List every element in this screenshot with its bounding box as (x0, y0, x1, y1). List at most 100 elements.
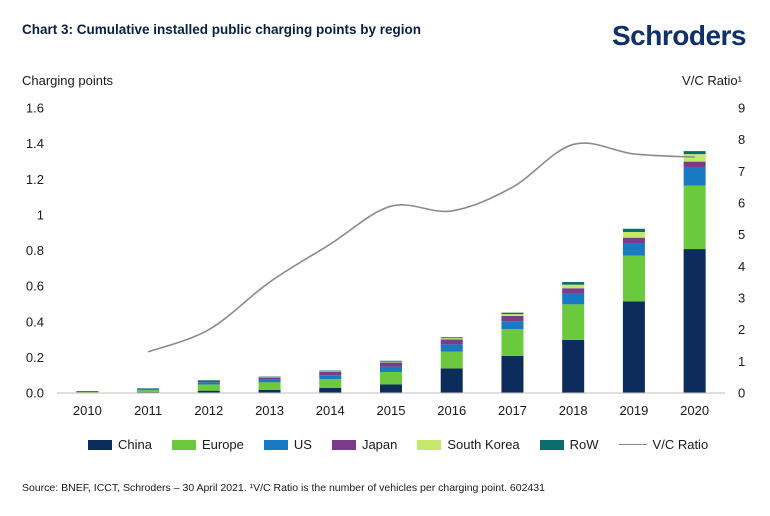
y2-tick-label: 6 (738, 196, 745, 211)
bar-segment-china (258, 389, 281, 393)
legend-swatch (539, 439, 564, 450)
bar-segment-row (319, 370, 342, 372)
bar-segment-europe (319, 379, 342, 389)
legend-label: RoW (569, 437, 599, 452)
legend-line-swatch (618, 444, 647, 445)
bar-segment-japan (622, 237, 645, 244)
bar-segment-europe (197, 384, 220, 391)
bar-segment-europe (501, 329, 524, 356)
y-axis-ticks: 0.0 0.2 0.4 0.6 0.8 1 1.2 1.4 1.6 (26, 101, 44, 401)
y-tick-label: 1.6 (26, 101, 44, 116)
bar-segment-row (501, 312, 524, 315)
bar-segment-china (440, 368, 463, 393)
bar-segment-south-korea (197, 380, 220, 381)
bar-segment-us (622, 243, 645, 256)
chart-legend: China Europe US Japan South Korea RoW V/C Rati… (88, 437, 728, 452)
bar-segment-europe (137, 390, 160, 393)
x-tick-label: 2011 (134, 403, 162, 418)
bar-segment-row (197, 379, 220, 381)
bar-segment-europe (440, 351, 463, 369)
bar-segment-row (622, 228, 645, 232)
bar-segment-us (319, 375, 342, 380)
x-tick-label: 2014 (316, 403, 345, 418)
bar-segment-japan (440, 339, 463, 345)
brand-logo: Schroders (612, 20, 747, 51)
bar-segment-row (258, 376, 281, 378)
bar-segment-china (622, 301, 645, 393)
bar-segment-south-korea (319, 371, 342, 372)
y2-tick-label: 3 (738, 291, 745, 306)
bar-segment-row (440, 337, 463, 339)
x-tick-label: 2016 (437, 403, 466, 418)
legend-swatch (263, 439, 288, 450)
source-note: Source: BNEF, ICCT, Schroders – 30 April… (22, 482, 545, 494)
x-tick-label: 2020 (680, 403, 709, 418)
y2-tick-label: 5 (738, 227, 745, 242)
y-tick-label: 0.2 (26, 350, 44, 365)
legend-label: V/C Ratio (652, 437, 709, 452)
x-tick-label: 2018 (559, 403, 588, 418)
bar-segment-japan (197, 380, 220, 383)
bar-segment-us (197, 382, 220, 385)
bar-segment-south-korea (380, 361, 402, 363)
x-tick-label: 2019 (619, 403, 648, 418)
legend-swatch (331, 439, 356, 450)
legend-label: Japan (361, 437, 398, 452)
y-tick-label: 0.8 (26, 243, 44, 258)
bar-segment-row (683, 151, 706, 155)
bar-segment-japan (683, 161, 706, 167)
bar-segment-us (501, 321, 524, 330)
bar-segment-south-korea (562, 284, 585, 289)
bar-segment-europe (258, 382, 281, 390)
legend-swatch (171, 439, 196, 450)
bar-segment-south-korea (258, 377, 281, 378)
bar-segment-row (562, 282, 585, 285)
y-tick-label: 0.6 (26, 279, 44, 294)
bar-segment-japan (380, 362, 402, 367)
bar-segment-us (683, 166, 706, 186)
y2-axis-ticks: 0 1 2 3 4 5 6 7 8 9 (738, 101, 745, 401)
legend-item: V/C Ratio (618, 437, 709, 452)
bar-segment-europe (76, 391, 99, 393)
y-tick-label: 1.4 (26, 136, 44, 151)
bar-segment-south-korea (501, 314, 524, 316)
legend-item: South Korea (417, 437, 520, 452)
y2-tick-label: 9 (738, 101, 745, 116)
legend-item: US (263, 437, 312, 452)
bar-segment-japan (319, 371, 342, 376)
bar-segment-china (683, 249, 706, 393)
y-tick-label: 0.0 (26, 386, 44, 401)
bar-segment-japan (258, 377, 281, 380)
bar-segment-europe (380, 371, 402, 385)
legend-label: China (118, 437, 152, 452)
y-tick-label: 1.2 (26, 172, 44, 187)
x-tick-label: 2012 (194, 403, 223, 418)
legend-item: Europe (171, 437, 244, 452)
legend-swatch (88, 439, 112, 450)
bar-segment-south-korea (622, 231, 645, 238)
legend-label: US (293, 437, 312, 452)
legend-label: South Korea (447, 437, 520, 452)
bar-segment-europe (622, 255, 645, 302)
legend-item: RoW (539, 437, 599, 452)
bar-segment-row (137, 388, 160, 389)
y2-axis-label: V/C Ratio¹ (682, 73, 742, 88)
legend-swatch (417, 439, 442, 450)
bar-segment-japan (76, 391, 99, 392)
y2-tick-label: 7 (738, 164, 745, 179)
bar-segment-us (562, 293, 585, 305)
bar-segment-row (380, 360, 402, 362)
y2-tick-label: 2 (738, 322, 745, 337)
x-tick-label: 2017 (498, 403, 527, 418)
vc-ratio-line (147, 142, 695, 353)
bar-segment-china (319, 388, 342, 393)
bar-segment-europe (683, 185, 706, 250)
bar-segment-japan (562, 288, 585, 294)
bar-segment-china (501, 355, 524, 393)
bar-segment-japan (501, 315, 524, 322)
y2-tick-label: 1 (738, 354, 745, 369)
x-tick-label: 2015 (377, 403, 406, 418)
bar-segment-china (380, 384, 402, 393)
bar-segment-europe (562, 304, 585, 340)
bar-segment-us (380, 366, 402, 372)
